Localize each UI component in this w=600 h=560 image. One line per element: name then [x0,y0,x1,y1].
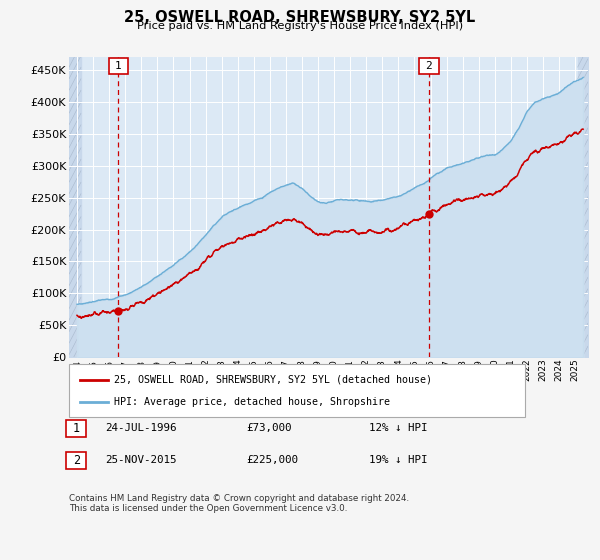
Text: 1: 1 [73,422,80,435]
Text: Price paid vs. HM Land Registry's House Price Index (HPI): Price paid vs. HM Land Registry's House … [137,21,463,31]
Text: £225,000: £225,000 [246,455,298,465]
Text: 12% ↓ HPI: 12% ↓ HPI [369,423,427,433]
Text: 2: 2 [73,454,80,467]
Text: 2: 2 [425,61,433,71]
Text: 24-JUL-1996: 24-JUL-1996 [105,423,176,433]
Text: Contains HM Land Registry data © Crown copyright and database right 2024.
This d: Contains HM Land Registry data © Crown c… [69,494,409,514]
Text: 19% ↓ HPI: 19% ↓ HPI [369,455,427,465]
Text: £73,000: £73,000 [246,423,292,433]
Text: 25, OSWELL ROAD, SHREWSBURY, SY2 5YL: 25, OSWELL ROAD, SHREWSBURY, SY2 5YL [124,10,476,25]
Text: HPI: Average price, detached house, Shropshire: HPI: Average price, detached house, Shro… [114,397,390,407]
Text: 25, OSWELL ROAD, SHREWSBURY, SY2 5YL (detached house): 25, OSWELL ROAD, SHREWSBURY, SY2 5YL (de… [114,375,432,385]
Text: 1: 1 [115,61,122,71]
Text: 25-NOV-2015: 25-NOV-2015 [105,455,176,465]
